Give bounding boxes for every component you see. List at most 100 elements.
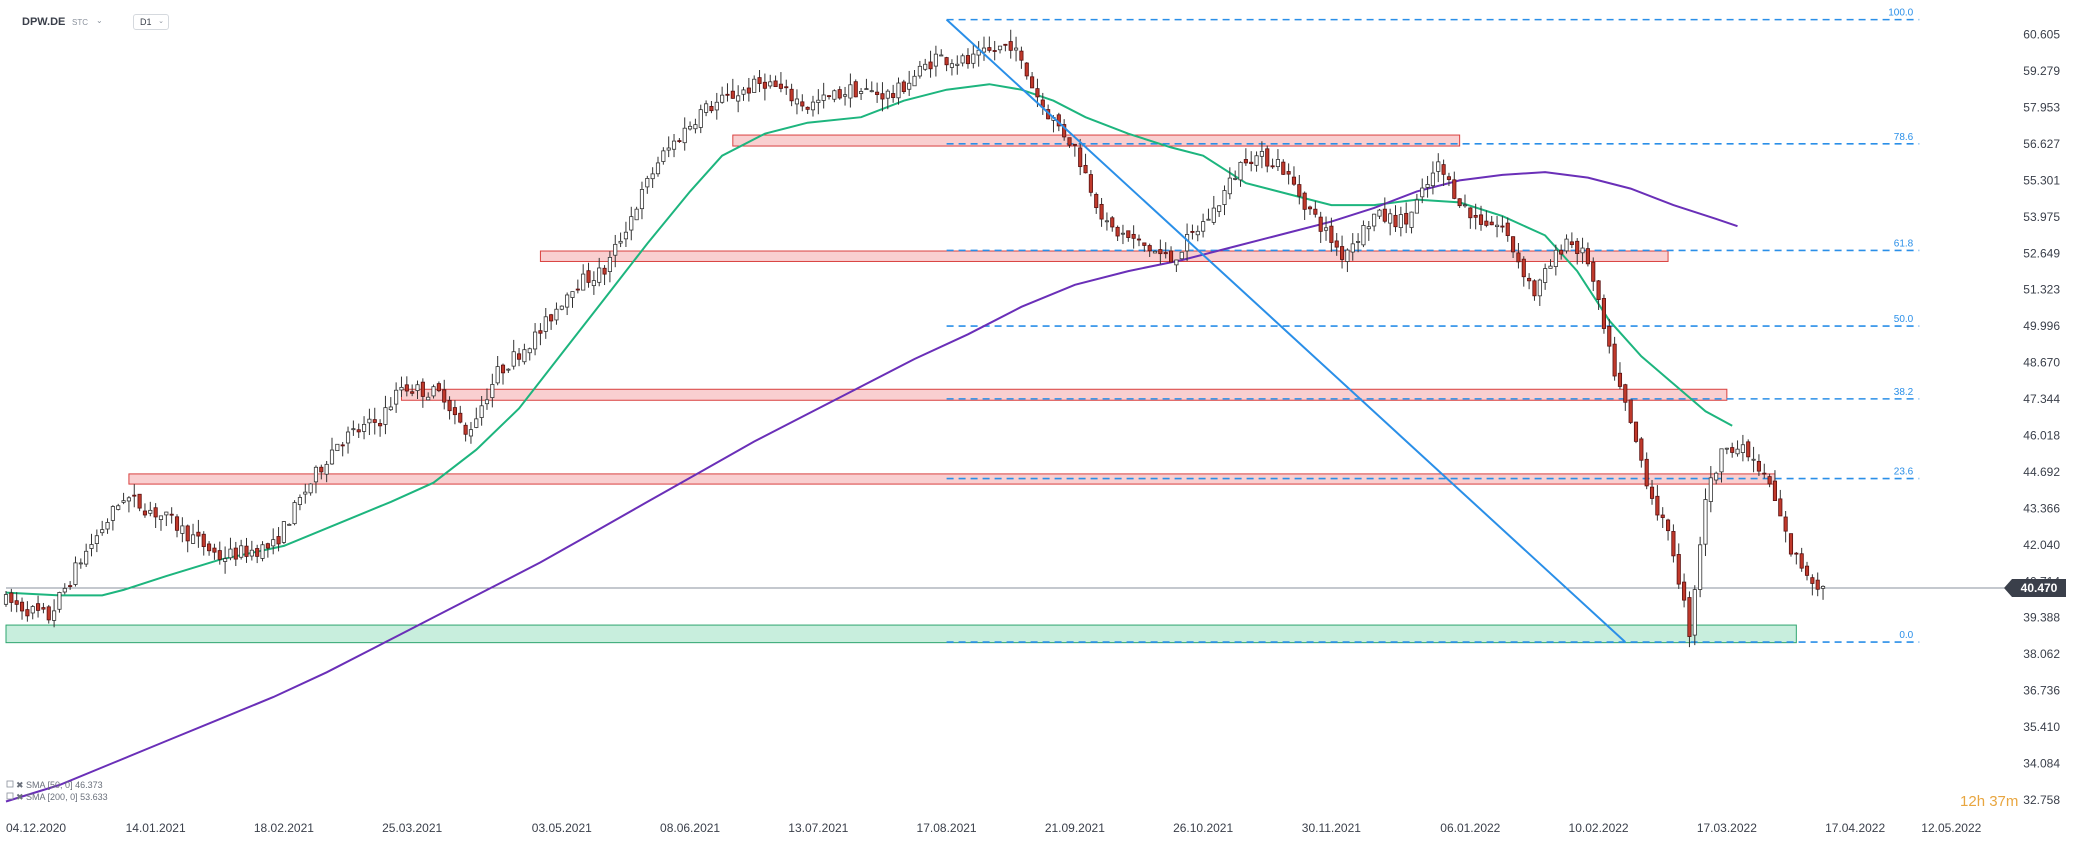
candle [1008,29,1013,59]
candle [853,79,858,98]
candle-body [933,53,938,67]
candle [933,45,938,77]
candle [1815,572,1820,597]
candle-body [1478,214,1484,225]
candle-body [335,443,340,452]
symbol-label[interactable]: DPW.DE [22,16,66,28]
candle [1388,208,1393,236]
candle [1462,194,1468,208]
candle-body [190,534,196,544]
candle [1158,239,1163,265]
candle [500,363,506,385]
candle-body [404,384,409,392]
price-tick-label: 42.040 [2023,538,2060,552]
candle-body [436,383,441,392]
candle-body [1788,533,1794,555]
zones-layer [5,134,1797,644]
candle [885,89,890,110]
candle [137,493,142,512]
candle-body [1388,213,1393,224]
candle-body [1227,177,1232,195]
candle [1307,205,1313,216]
candle [1345,248,1350,273]
candle [132,484,137,508]
candle [1473,203,1478,230]
candle-body [490,384,495,399]
candle-body [1500,225,1505,228]
timeframe-select[interactable]: D1 ⌄ [133,14,169,30]
candle [688,121,693,131]
candle-body [671,140,677,150]
candle-body [1740,444,1745,453]
candle [655,156,661,177]
candle-body [30,606,35,614]
candle-body [244,545,249,557]
candle-body [36,603,41,611]
candle [869,81,874,93]
candle-body [1291,176,1297,185]
candle [1660,507,1665,528]
candle-body [1078,147,1083,168]
candle [1265,145,1270,173]
candle-body [126,497,131,502]
candle [68,581,73,590]
candle-body [1430,172,1435,187]
candle [1772,470,1778,501]
candle-body [1494,224,1500,228]
candle-body [1409,211,1414,228]
candle [1569,232,1574,249]
price-axis: 60.605 59.279 57.953 56.627 55.301 53.975 52.6… [2023,28,2060,807]
candle-body [1136,238,1142,241]
candle-body [46,606,51,621]
candle [891,84,896,103]
candle [682,117,687,151]
candle [976,41,981,67]
candle-body [1569,241,1574,245]
candle [153,503,158,529]
candle [196,519,201,548]
candle [1783,511,1788,543]
candle [928,50,933,78]
source-label[interactable]: STC [72,18,88,27]
candle-body [1676,554,1681,585]
candle-body [629,216,634,231]
candle-body [420,381,425,397]
candle-body [549,314,554,322]
candle [495,355,500,386]
candle [46,604,51,624]
candle-body [500,364,506,374]
candle-body [1201,221,1206,232]
candle-body [41,607,46,610]
price-tick-label: 51.323 [2023,283,2060,297]
candle [1003,43,1008,52]
candle-body [543,316,548,332]
candle-body [351,428,356,431]
candle-body [1030,76,1035,89]
chevron-down-icon[interactable]: ⌄ [96,16,103,25]
price-tick-label: 56.627 [2023,137,2060,151]
candle-body [1158,249,1163,255]
candle [1393,205,1398,232]
chart-header: DPW.DE STC ⌄ D1 ⌄ [0,0,400,40]
candle [1201,213,1206,238]
candle-body [1489,221,1494,226]
legend-icon [6,792,14,800]
candle-body [1767,476,1772,485]
candle [1532,279,1537,301]
candle-body [1233,178,1238,180]
legend-entry: ✖ SMA [200, 0] 53.633 [16,792,108,802]
candle [554,302,559,325]
candle-body [116,505,121,510]
candle-body [1404,212,1409,225]
candle [180,517,185,543]
candle [511,339,516,370]
candle [1313,201,1318,218]
candle [394,382,399,413]
candle [484,388,490,410]
candle [629,206,634,241]
candle [859,88,864,101]
candle-body [794,98,800,105]
candle [752,75,757,93]
candle [420,378,425,408]
